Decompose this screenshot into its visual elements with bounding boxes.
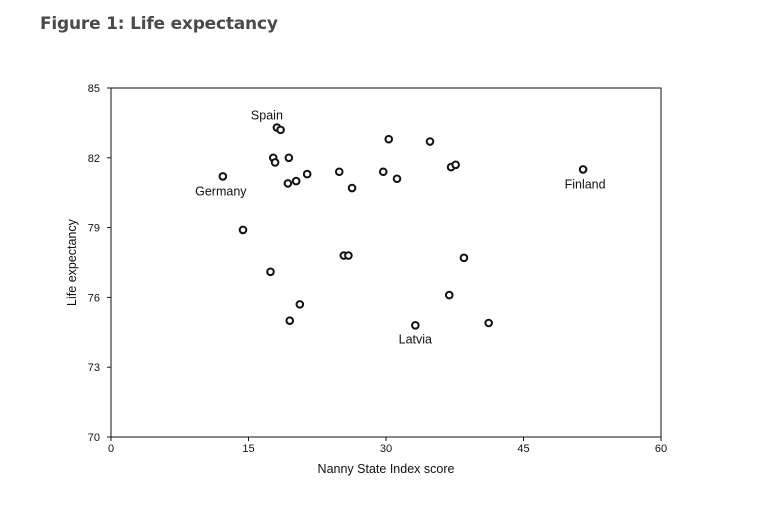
data-point xyxy=(295,300,305,309)
data-point xyxy=(334,167,344,177)
x-axis: 0 15 30 45 60 xyxy=(108,437,667,455)
y-tick-label: 85 xyxy=(88,83,100,95)
x-tick-label: 30 xyxy=(380,443,392,455)
data-point xyxy=(384,134,394,144)
point-label-germany: Germany xyxy=(195,184,247,198)
data-point xyxy=(285,316,295,325)
data-point xyxy=(266,267,275,277)
y-tick-label: 79 xyxy=(88,223,100,235)
figure-title: Figure 1: Life expectancy xyxy=(40,14,278,34)
point-label-spain: Spain xyxy=(251,109,283,123)
data-point xyxy=(218,172,228,181)
x-tick-label: 0 xyxy=(108,443,114,455)
data-point xyxy=(459,253,469,263)
data-point xyxy=(425,137,435,146)
data-point xyxy=(392,174,402,184)
y-tick-label: 70 xyxy=(88,432,100,444)
data-point xyxy=(291,176,301,186)
data-point xyxy=(270,158,280,167)
point-labels: Germany Spain Latvia Finland xyxy=(195,109,605,347)
data-points xyxy=(218,123,588,330)
data-point xyxy=(378,167,388,177)
data-point xyxy=(283,179,293,188)
data-point xyxy=(578,165,588,174)
x-tick-label: 60 xyxy=(655,443,667,455)
data-point xyxy=(302,169,312,179)
y-axis: 70 73 76 79 82 85 xyxy=(88,83,111,444)
x-tick-label: 45 xyxy=(517,443,529,455)
x-axis-title: Nanny State Index score xyxy=(318,462,455,476)
y-tick-label: 76 xyxy=(88,292,100,304)
data-point xyxy=(276,125,285,135)
data-point xyxy=(284,153,294,163)
data-point xyxy=(344,251,353,260)
data-point xyxy=(444,290,454,300)
y-tick-label: 82 xyxy=(88,153,100,165)
point-label-latvia: Latvia xyxy=(399,332,432,346)
point-label-finland: Finland xyxy=(565,177,606,191)
data-point xyxy=(238,225,248,235)
y-tick-label: 73 xyxy=(88,362,100,374)
data-point xyxy=(347,183,357,193)
data-point xyxy=(411,321,420,330)
data-point xyxy=(484,318,493,328)
data-point xyxy=(451,160,460,170)
x-tick-label: 15 xyxy=(242,443,254,455)
y-axis-title: Life expectancy xyxy=(65,218,79,306)
